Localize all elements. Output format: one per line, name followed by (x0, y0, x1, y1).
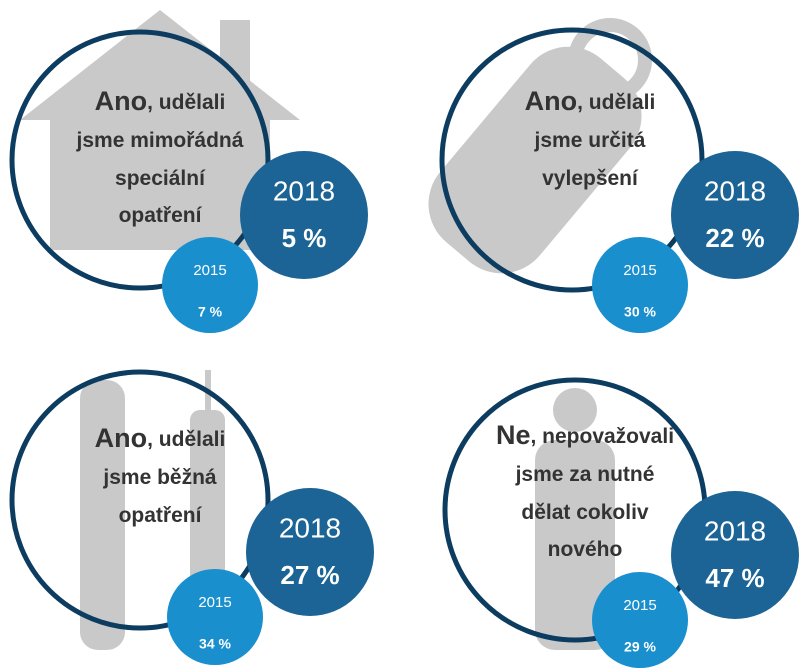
panel-text: opatření (119, 204, 203, 227)
panel-text: jsme určitá (534, 129, 646, 152)
year-old: 2015 (193, 262, 226, 279)
text-line: , udělali (147, 91, 225, 114)
value-old: 7 % (198, 304, 223, 320)
chimney-icon (220, 20, 250, 90)
year-new: 2018 (273, 175, 335, 206)
text-line: , udělali (147, 428, 225, 451)
panel-text: Ano, udělali (525, 86, 656, 116)
panel-text: Ano, udělali (95, 423, 226, 453)
panel: Ne, nepovažovali jsme za nutné dělat cokol… (442, 377, 799, 668)
year-new: 2018 (704, 175, 766, 206)
value-old: 30 % (624, 304, 656, 320)
person-head-icon (553, 388, 597, 432)
year-old: 2015 (623, 262, 656, 279)
text-line: opatření (119, 504, 203, 527)
lead-word: Ne (496, 420, 531, 450)
panel-ring (9, 29, 271, 291)
value-new: 47 % (705, 563, 764, 593)
circle-new (671, 151, 799, 279)
year-new: 2018 (704, 515, 766, 546)
panel-ring (439, 27, 705, 293)
text-line: opatření (119, 204, 203, 227)
panel: Ano, udělali jsme určitá vylepšení 2018 22 %… (439, 27, 799, 333)
panel-ring (9, 369, 271, 631)
text-line: speciální (115, 167, 206, 190)
circle-old (592, 572, 688, 668)
panel-text: opatření (119, 504, 203, 527)
year-new: 2018 (279, 512, 341, 543)
panel-text: nového (548, 538, 623, 561)
text-line: jsme určitá (534, 129, 646, 152)
circle-new (240, 151, 368, 279)
panel-text: Ano, udělali (95, 86, 226, 116)
text-line: jsme za nutné (515, 463, 655, 486)
circle-new (246, 488, 374, 616)
panel-text: speciální (115, 167, 206, 190)
year-old: 2015 (623, 597, 656, 614)
text-line: dělat cokoliv (521, 501, 649, 524)
circle-old (162, 237, 258, 333)
lead-word: Ano (95, 86, 147, 116)
value-new: 27 % (280, 560, 339, 590)
value-old: 34 % (199, 636, 231, 652)
panel-text: dělat cokoliv (521, 501, 649, 524)
text-line: jsme mimořádná (76, 129, 244, 152)
text-line: jsme běžná (102, 466, 217, 489)
lead-word: Ano (525, 86, 577, 116)
lead-word: Ano (95, 423, 147, 453)
wrench-icon (80, 380, 125, 650)
panel: Ano, udělali jsme mimořádná speciální opatř… (9, 29, 368, 333)
text-line: , nepovažovali (530, 425, 674, 448)
panel: Ano, udělali jsme běžná opatření 2018 27 % 20… (9, 369, 374, 665)
text-line: nového (548, 538, 623, 561)
key-icon (428, 46, 642, 274)
panel-text: jsme za nutné (515, 463, 655, 486)
panel-text: jsme mimořádná (76, 129, 244, 152)
value-new: 5 % (282, 223, 327, 253)
circle-old (592, 237, 688, 333)
circle-new (671, 491, 799, 619)
text-line: vylepšení (542, 167, 639, 190)
screwdriver-tip-icon (205, 370, 211, 420)
key-ring-icon (568, 18, 652, 102)
text-line: , udělali (577, 91, 655, 114)
panel-text: jsme běžná (102, 466, 217, 489)
panel-text: vylepšení (542, 167, 639, 190)
year-old: 2015 (198, 594, 231, 611)
panel-text: Ne, nepovažovali (496, 420, 674, 450)
circle-old (167, 569, 263, 665)
value-new: 22 % (705, 223, 764, 253)
value-old: 29 % (624, 639, 656, 655)
person-body-icon (535, 440, 615, 650)
